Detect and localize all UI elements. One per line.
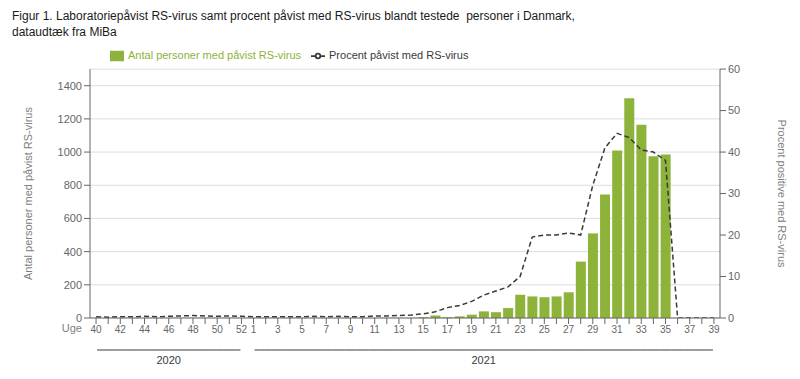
svg-text:15: 15 (418, 324, 430, 335)
svg-text:13: 13 (393, 324, 405, 335)
svg-text:2020: 2020 (157, 354, 181, 366)
svg-text:35: 35 (660, 324, 672, 335)
svg-text:Antal personer med påvist RS-v: Antal personer med påvist RS-virus (22, 107, 34, 281)
html-text:Figur 1. Laboratoriepåvist RS-: Figur 1. Laboratoriepåvist RS-virus samt… (12, 9, 575, 39)
svg-text:20: 20 (728, 229, 740, 241)
svg-text:1200: 1200 (58, 113, 82, 125)
svg-text:1400: 1400 (58, 80, 82, 92)
svg-text:1: 1 (251, 324, 257, 335)
svg-text:29: 29 (587, 324, 599, 335)
svg-text:600: 600 (64, 212, 82, 224)
svg-text:400: 400 (64, 246, 82, 258)
svg-text:23: 23 (515, 324, 527, 335)
svg-text:1000: 1000 (58, 146, 82, 158)
svg-text:31: 31 (611, 324, 623, 335)
svg-text:30: 30 (728, 187, 740, 199)
svg-text:19: 19 (466, 324, 478, 335)
svg-text:9: 9 (348, 324, 354, 335)
svg-text:Uge: Uge (61, 321, 82, 334)
svg-text:11: 11 (370, 324, 381, 335)
svg-text:200: 200 (64, 279, 82, 291)
svg-text:52: 52 (236, 324, 248, 335)
svg-text:800: 800 (64, 179, 82, 191)
svg-text:25: 25 (539, 324, 551, 335)
svg-text:21: 21 (490, 324, 502, 335)
svg-text:46: 46 (163, 324, 175, 335)
svg-text:Procent positive med RS-virus: Procent positive med RS-virus (776, 120, 788, 268)
svg-text:0: 0 (728, 312, 734, 324)
svg-text:5: 5 (299, 324, 305, 335)
svg-text:0: 0 (76, 312, 82, 324)
svg-text:42: 42 (115, 324, 127, 335)
svg-text:2021: 2021 (472, 354, 496, 366)
svg-text:7: 7 (323, 324, 329, 335)
svg-text:3: 3 (275, 324, 281, 335)
svg-text:27: 27 (563, 324, 575, 335)
svg-text:37: 37 (684, 324, 696, 335)
svg-text:50: 50 (728, 104, 740, 116)
svg-text:40: 40 (90, 324, 102, 335)
svg-text:33: 33 (636, 324, 648, 335)
svg-text:44: 44 (139, 324, 151, 335)
svg-text:10: 10 (728, 270, 740, 282)
svg-text:50: 50 (212, 324, 224, 335)
svg-text:60: 60 (728, 63, 740, 75)
html-text:Procent påvist med RS-virus: Procent påvist med RS-virus (329, 49, 469, 61)
svg-text:17: 17 (442, 324, 454, 335)
svg-text:39: 39 (708, 324, 720, 335)
svg-text:40: 40 (728, 146, 740, 158)
html-text:Antal personer med påvist RS-v: Antal personer med påvist RS-virus (128, 49, 301, 61)
svg-text:48: 48 (187, 324, 199, 335)
